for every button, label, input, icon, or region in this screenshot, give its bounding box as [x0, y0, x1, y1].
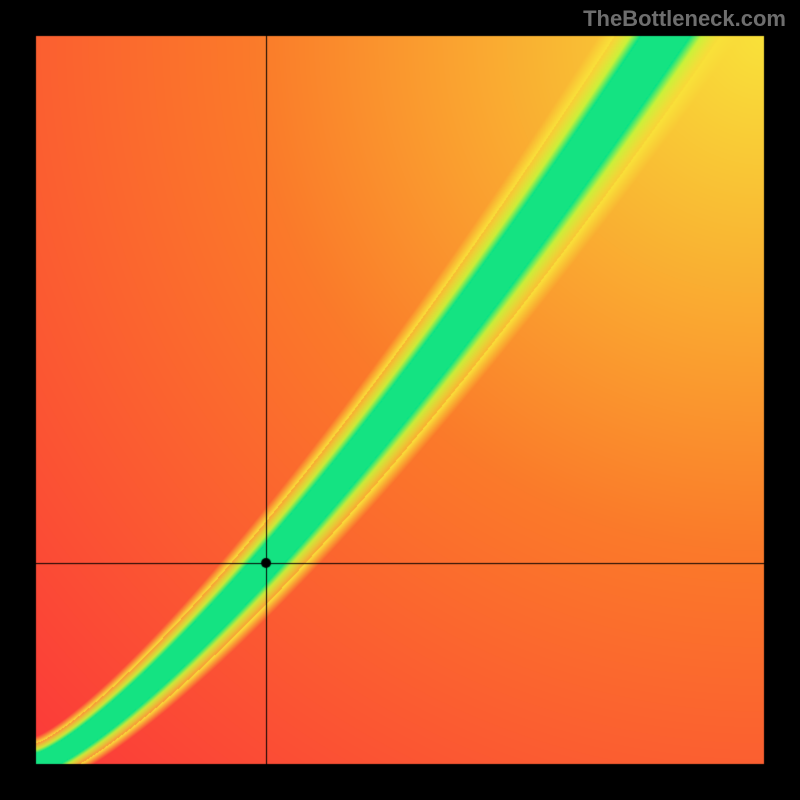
- bottleneck-heatmap: [0, 0, 800, 800]
- chart-container: TheBottleneck.com: [0, 0, 800, 800]
- watermark-text: TheBottleneck.com: [583, 6, 786, 32]
